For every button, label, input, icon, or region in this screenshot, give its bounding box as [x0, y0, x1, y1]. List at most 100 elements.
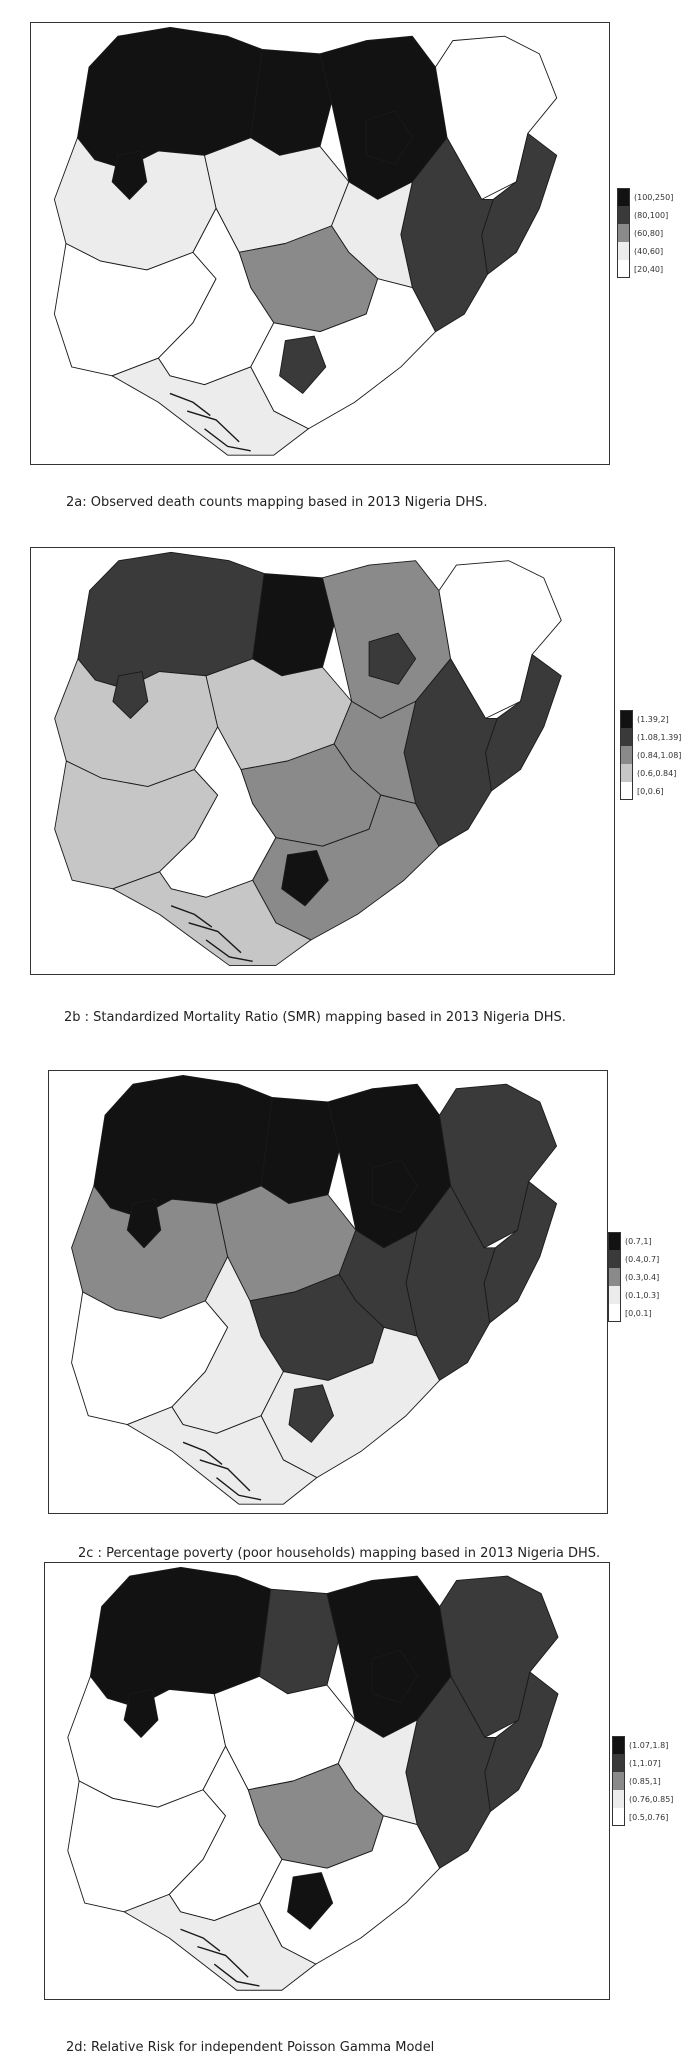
- delta-channel: [216, 1477, 262, 1501]
- legend-label: (0.76,0.85]: [629, 1794, 674, 1804]
- legend-swatch: [612, 1736, 625, 1754]
- legend-entry: (0.84,1.08]: [620, 746, 681, 764]
- legend-entry: (40,60]: [617, 242, 673, 260]
- legend-entry: (0.1,0.3]: [608, 1286, 659, 1304]
- map-panel-2a: (100,250] (80,100] (60,80] (40,60] [20,40] 2…: [0, 0, 700, 520]
- legend-swatch: [612, 1790, 625, 1808]
- map-region-small-dark: [279, 335, 327, 394]
- legend-label: [0,0.6]: [637, 786, 664, 796]
- legend-label: (1.39,2]: [637, 714, 669, 724]
- map-panel-2c: (0.7,1] (0.4,0.7] (0.3,0.4] (0.1,0.3] [0,0.1…: [0, 1040, 700, 1561]
- legend-swatch: [617, 224, 630, 242]
- legend-entry: (1.39,2]: [620, 710, 681, 728]
- legend-entry: (0.7,1]: [608, 1232, 659, 1250]
- map-region-coast: [111, 357, 309, 456]
- legend-label: [0,0.1]: [625, 1308, 652, 1318]
- legend-entry: (0.4,0.7]: [608, 1250, 659, 1268]
- legend-swatch: [620, 764, 633, 782]
- legend-entry: (80,100]: [617, 206, 673, 224]
- map-region-coast: [112, 871, 312, 966]
- legend-swatch: [612, 1754, 625, 1772]
- legend-label: (0.4,0.7]: [625, 1254, 660, 1264]
- legend-label: (0.3,0.4]: [625, 1272, 660, 1282]
- legend-entry: (0.6,0.84]: [620, 764, 681, 782]
- legend-entry: (100,250]: [617, 188, 673, 206]
- map-region-small-dark: [287, 1872, 334, 1930]
- legend-label: (60,80]: [634, 228, 664, 238]
- choropleth-map: [54, 551, 562, 966]
- delta-channel: [205, 939, 253, 962]
- delta-channel: [180, 1928, 221, 1952]
- legend-entry: (0.85,1]: [612, 1772, 673, 1790]
- legend-swatch: [612, 1772, 625, 1790]
- map-region-small-dark: [288, 1384, 335, 1443]
- delta-channel: [204, 428, 251, 452]
- map-caption: 2b : Standardized Mortality Ratio (SMR) …: [64, 1010, 566, 1025]
- map-frame: [44, 1562, 610, 2000]
- legend-swatch: [617, 260, 630, 278]
- map-legend: (0.7,1] (0.4,0.7] (0.3,0.4] (0.1,0.3] [0,0.1…: [608, 1232, 659, 1322]
- legend-swatch: [612, 1808, 625, 1826]
- map-panel-2b: (1.39,2] (1.08,1.39] (0.84,1.08] (0.6,0.84]…: [0, 520, 700, 1040]
- legend-entry: [0,0.1]: [608, 1304, 659, 1322]
- legend-swatch: [617, 242, 630, 260]
- legend-swatch: [608, 1268, 621, 1286]
- map-region-kebbi-island: [126, 1198, 162, 1249]
- legend-label: (0.84,1.08]: [637, 750, 682, 760]
- legend-label: (80,100]: [634, 210, 669, 220]
- legend-label: [0.5,0.76]: [629, 1812, 669, 1822]
- legend-swatch: [608, 1286, 621, 1304]
- legend-swatch: [620, 782, 633, 800]
- map-region-gombe: [365, 110, 413, 165]
- legend-entry: [20,40]: [617, 260, 673, 278]
- legend-label: (40,60]: [634, 246, 664, 256]
- legend-label: (0.6,0.84]: [637, 768, 677, 778]
- legend-swatch: [620, 710, 633, 728]
- delta-channel: [188, 922, 242, 954]
- choropleth-map: [53, 26, 558, 456]
- map-region-northcentral-belt: [252, 573, 335, 677]
- delta-channel: [182, 1441, 223, 1465]
- map-region-northcentral-belt: [250, 49, 332, 156]
- map-region-kebbi-island: [111, 150, 148, 200]
- map-region-northcentral-belt: [258, 1588, 339, 1695]
- legend-entry: [0.5,0.76]: [612, 1808, 673, 1826]
- legend-entry: (1,1.07]: [612, 1754, 673, 1772]
- delta-channel: [213, 1963, 260, 1987]
- map-frame: [30, 22, 610, 465]
- map-region-small-dark: [281, 850, 329, 907]
- map-region-gombe: [371, 1649, 418, 1704]
- legend-entry: (0.76,0.85]: [612, 1790, 673, 1808]
- delta-channel: [170, 905, 213, 928]
- map-legend: (1.39,2] (1.08,1.39] (0.84,1.08] (0.6,0.84]…: [620, 710, 681, 800]
- map-caption: 2a: Observed death counts mapping based …: [66, 495, 488, 510]
- delta-channel: [186, 410, 240, 443]
- choropleth-map: [71, 1074, 558, 1505]
- map-frame: [48, 1070, 608, 1514]
- legend-label: [20,40]: [634, 264, 664, 274]
- legend-entry: [0,0.6]: [620, 782, 681, 800]
- legend-label: (1.08,1.39]: [637, 732, 682, 742]
- map-legend: (100,250] (80,100] (60,80] (40,60] [20,40]: [617, 188, 673, 278]
- legend-swatch: [617, 188, 630, 206]
- map-panel-2d: (1.07,1.8] (1,1.07] (0.85,1] (0.76,0.85] [0.…: [0, 1560, 700, 2071]
- legend-label: (0.85,1]: [629, 1776, 661, 1786]
- legend-label: (100,250]: [634, 192, 674, 202]
- legend-swatch: [620, 746, 633, 764]
- map-region-northcentral-belt: [260, 1097, 340, 1205]
- legend-swatch: [608, 1304, 621, 1322]
- map-region-gombe: [368, 632, 417, 685]
- legend-label: (0.1,0.3]: [625, 1290, 660, 1300]
- delta-channel: [169, 392, 211, 417]
- legend-swatch: [608, 1232, 621, 1250]
- legend-label: (1,1.07]: [629, 1758, 661, 1768]
- legend-entry: (0.3,0.4]: [608, 1268, 659, 1286]
- legend-label: (0.7,1]: [625, 1236, 652, 1246]
- map-region-kebbi-island: [112, 671, 149, 719]
- map-caption: 2d: Relative Risk for independent Poisso…: [66, 2040, 435, 2055]
- map-region-kebbi-island: [123, 1688, 159, 1738]
- map-region-coast: [126, 1406, 318, 1505]
- map-region-coast: [123, 1893, 317, 1991]
- delta-channel: [199, 1459, 251, 1492]
- legend-label: (1.07,1.8]: [629, 1740, 669, 1750]
